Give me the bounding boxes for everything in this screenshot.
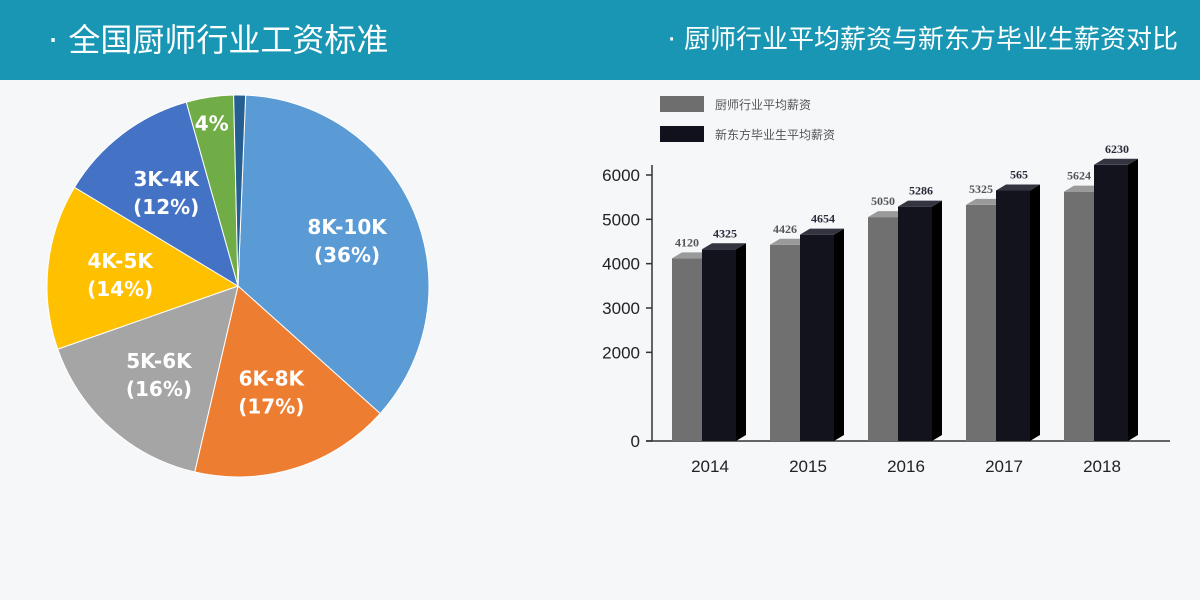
bar xyxy=(868,217,902,441)
x-tick-label: 2018 xyxy=(1083,457,1121,476)
bar xyxy=(770,244,804,441)
bar xyxy=(672,258,706,441)
pie-slice-percent: (17%) xyxy=(238,395,304,419)
bar xyxy=(966,204,1000,441)
legend-label: 新东方毕业生平均薪资 xyxy=(715,127,835,142)
salary-pie-chart: 8K-10K (36%) 6K-8K (17%) 5K-6K (16%) 4K-5K (14%… xyxy=(46,94,430,478)
pie-slice-name: 8K-10K xyxy=(307,215,388,239)
bar-side xyxy=(932,200,942,441)
pie-slice-name: 4K-5K xyxy=(88,249,155,273)
bar-top xyxy=(800,228,844,235)
y-tick-label: 4000 xyxy=(602,255,640,274)
bar xyxy=(898,206,932,441)
bar-chart-title: · 厨师行业平均薪资与新东方毕业生薪资对比 xyxy=(667,25,1178,55)
pie-slice-percent: 4% xyxy=(195,112,229,136)
y-tick-label: 2000 xyxy=(602,343,640,362)
pie-slice xyxy=(73,101,239,288)
pie-slice-percent: (14%) xyxy=(87,277,153,301)
header-bar xyxy=(0,0,1200,80)
x-tick-label: 2016 xyxy=(887,457,925,476)
bar-top xyxy=(1094,158,1138,165)
bar-side xyxy=(1030,184,1040,441)
bar-top xyxy=(898,200,942,207)
bar-top xyxy=(702,243,746,250)
bar-value-label: 4426 xyxy=(773,222,797,236)
y-tick-label: 6000 xyxy=(602,166,640,185)
pie-slice xyxy=(46,186,240,350)
pie-slice-name: 6K-8K xyxy=(239,367,306,391)
bar-value-label: 565 xyxy=(1010,168,1028,182)
x-tick-label: 2014 xyxy=(691,457,729,476)
pie-slice-percent: (36%) xyxy=(314,243,380,267)
bar-value-label: 5286 xyxy=(909,184,933,198)
legend-swatch xyxy=(660,96,704,112)
bar xyxy=(702,249,736,441)
bar-value-label: 5624 xyxy=(1067,169,1091,183)
x-tick-label: 2017 xyxy=(985,457,1023,476)
pie-chart-title: · 全国厨师行业工资标准 xyxy=(48,21,389,59)
bar-side xyxy=(736,243,746,441)
legend-label: 厨师行业平均薪资 xyxy=(715,98,811,112)
pie-slice-name: 3K-4K xyxy=(134,167,201,191)
x-tick-label: 2015 xyxy=(789,457,827,476)
legend-swatch xyxy=(660,126,704,142)
bar xyxy=(1094,164,1128,441)
bar-side xyxy=(834,228,844,441)
pie-slice-name: 5K-6K xyxy=(126,349,193,373)
pie-slice xyxy=(237,94,430,415)
bar-value-label: 4325 xyxy=(713,226,737,240)
bar-value-label: 5050 xyxy=(871,194,895,208)
pie-slice xyxy=(233,94,247,287)
bar xyxy=(996,190,1030,441)
pie-slice xyxy=(194,285,381,478)
bar xyxy=(800,234,834,441)
bar-value-label: 5325 xyxy=(969,182,993,196)
y-tick-label: 0 xyxy=(631,432,640,451)
bar-value-label: 6230 xyxy=(1105,142,1129,156)
pie-slice-percent: (16%) xyxy=(126,377,192,401)
bar xyxy=(1064,191,1098,441)
y-tick-label: 5000 xyxy=(602,210,640,229)
y-tick-label: 3000 xyxy=(602,299,640,318)
bar-value-label: 4120 xyxy=(675,235,699,249)
pie-slice xyxy=(57,285,239,473)
pie-slice-percent: (12%) xyxy=(133,195,199,219)
bar-top xyxy=(996,184,1040,191)
bar-value-label: 4654 xyxy=(811,212,835,226)
bar-side xyxy=(1128,158,1138,441)
